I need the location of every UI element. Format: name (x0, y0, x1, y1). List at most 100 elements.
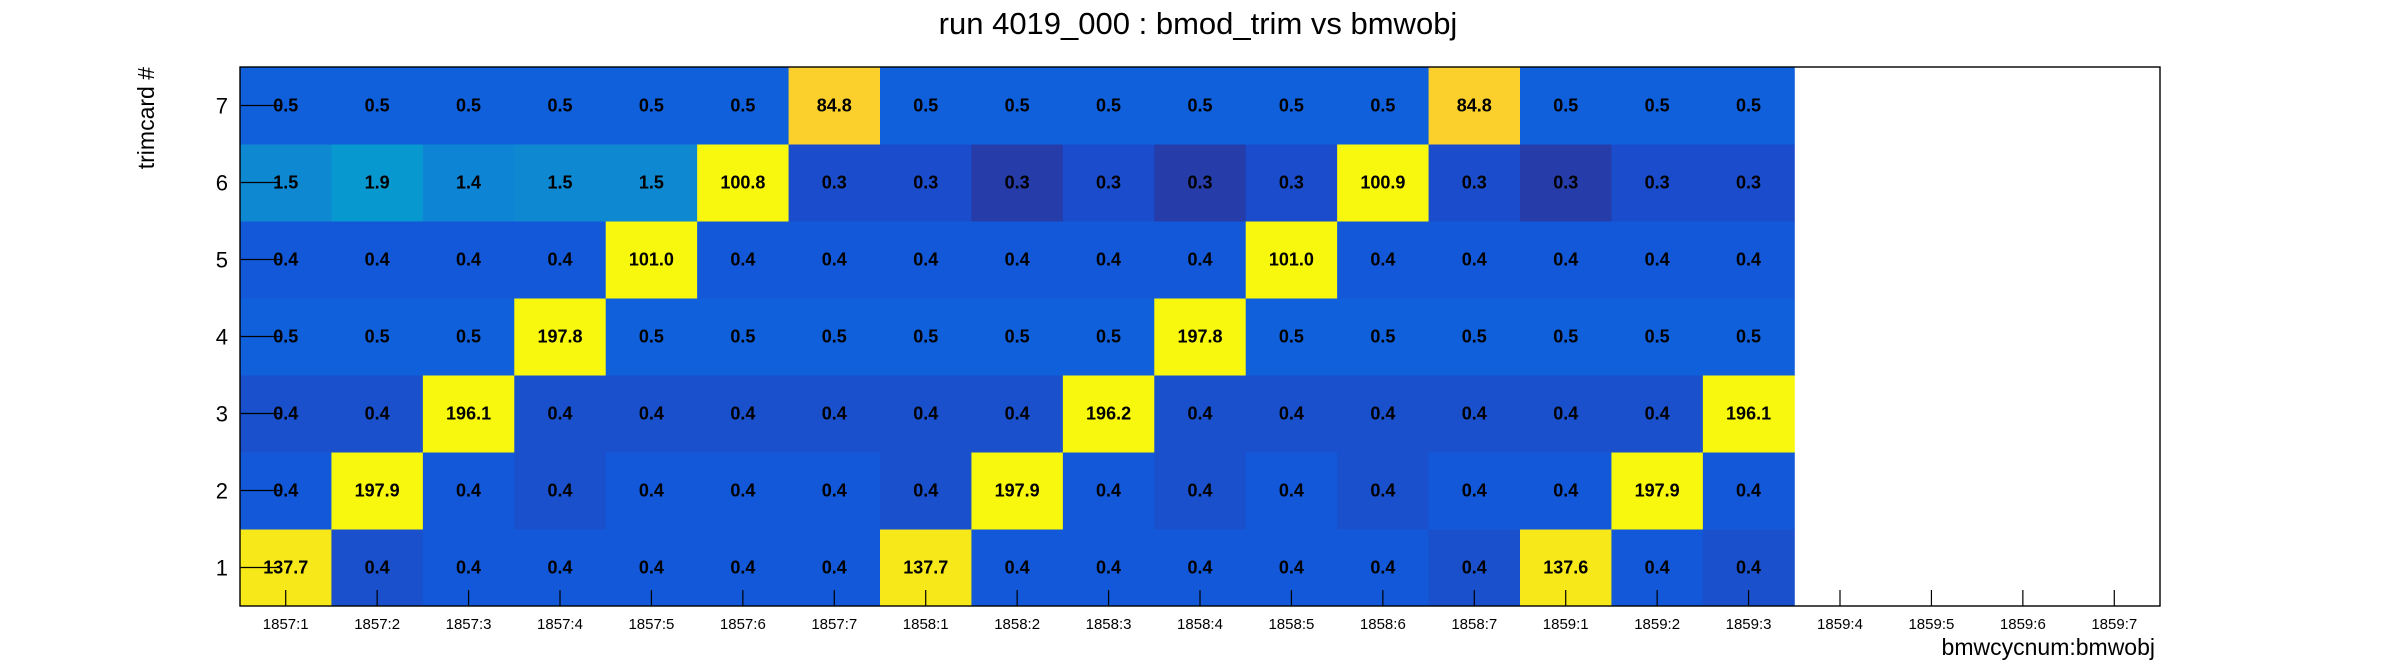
cell-value-label: 0.3 (1279, 173, 1304, 193)
cell-value-label: 84.8 (1457, 96, 1492, 116)
x-tick-label: 1857:4 (537, 616, 583, 633)
cell-value-label: 0.4 (730, 481, 755, 501)
cell-value-label: 0.5 (822, 327, 847, 347)
cell-value-label: 0.5 (273, 96, 298, 116)
cell-value-label: 0.4 (547, 558, 572, 578)
heatmap-cell (697, 298, 790, 376)
heatmap-cell (1520, 221, 1612, 299)
heatmap-cell (1702, 452, 1795, 530)
heatmap-cell (1245, 67, 1338, 145)
heatmap-cell (1337, 375, 1430, 453)
x-tick-label: 1857:7 (811, 616, 857, 633)
cell-value-label: 0.4 (1462, 481, 1487, 501)
cell-value-label: 0.4 (1370, 404, 1395, 424)
y-tick-label: 1 (216, 556, 228, 581)
y-tick-label: 5 (216, 248, 228, 273)
heatmap-cell (1337, 221, 1430, 299)
heatmap-cell (1337, 67, 1430, 145)
heatmap-cell (1428, 298, 1521, 376)
cell-value-label: 0.4 (1279, 404, 1304, 424)
heatmap-cell (697, 375, 790, 453)
cell-value-label: 0.4 (365, 250, 390, 270)
heatmap-cell (514, 144, 607, 222)
heatmap-cell (331, 452, 424, 530)
cell-value-label: 0.4 (1096, 250, 1121, 270)
cell-value-label: 196.2 (1086, 404, 1131, 424)
heatmap-cell (1702, 298, 1795, 376)
cell-value-label: 1.9 (365, 173, 390, 193)
cell-value-label: 0.4 (1553, 250, 1578, 270)
heatmap-cell (605, 298, 698, 376)
cell-value-label: 0.5 (547, 96, 572, 116)
x-tick-label: 1858:1 (903, 616, 949, 633)
cell-value-label: 0.4 (1462, 404, 1487, 424)
cell-value-label: 0.3 (1462, 173, 1487, 193)
heatmap-cell (788, 375, 881, 453)
cell-value-label: 0.4 (913, 481, 938, 501)
cell-value-label: 0.5 (1096, 96, 1121, 116)
cell-value-label: 0.5 (456, 96, 481, 116)
x-tick-label: 1857:3 (446, 616, 492, 633)
heatmap-cell (1337, 298, 1430, 376)
x-tick-label: 1858:5 (1268, 616, 1314, 633)
cell-value-label: 0.4 (365, 404, 390, 424)
x-tick-label: 1859:4 (1817, 616, 1863, 633)
heatmap-cell (1245, 298, 1338, 376)
cell-value-label: 0.4 (1005, 558, 1030, 578)
cell-value-label: 0.5 (913, 327, 938, 347)
cell-value-label: 0.5 (1553, 327, 1578, 347)
heatmap-cell (422, 298, 515, 376)
x-tick-label: 1859:7 (2091, 616, 2137, 633)
cell-value-label: 0.4 (639, 558, 664, 578)
heatmap-cell (788, 298, 881, 376)
cell-value-label: 0.5 (1736, 327, 1761, 347)
cell-value-label: 197.9 (995, 481, 1040, 501)
cell-value-label: 100.9 (1360, 173, 1405, 193)
cell-value-label: 0.5 (1096, 327, 1121, 347)
cell-value-label: 0.5 (1645, 96, 1670, 116)
heatmap-cell (880, 375, 972, 453)
heatmap-cell (971, 67, 1064, 145)
heatmap-cell (1428, 144, 1521, 222)
x-tick-label: 1858:4 (1177, 616, 1223, 633)
cell-value-label: 101.0 (1269, 250, 1314, 270)
cell-value-label: 101.0 (629, 250, 674, 270)
heatmap-cell (1611, 298, 1704, 376)
x-axis-label: bmwcycnum:bmwobj (1942, 634, 2155, 660)
cell-value-label: 0.4 (913, 250, 938, 270)
heatmap-cell (1428, 375, 1521, 453)
heatmap-cell (514, 452, 607, 530)
heatmap-cell (1611, 67, 1704, 145)
heatmap-cell (1702, 221, 1795, 299)
cell-value-label: 0.4 (1370, 481, 1395, 501)
cell-value-label: 0.4 (1187, 404, 1212, 424)
heatmap-cell (1245, 221, 1338, 299)
cell-value-label: 0.5 (1370, 327, 1395, 347)
heatmap-cell (1062, 67, 1155, 145)
cell-value-label: 0.5 (1279, 96, 1304, 116)
y-axis-label: trimcard # (133, 67, 159, 169)
heatmap-cell (788, 452, 881, 530)
heatmap-cell (422, 144, 515, 222)
y-tick-label: 2 (216, 479, 228, 504)
cell-value-label: 0.4 (547, 481, 572, 501)
cell-value-label: 0.4 (913, 404, 938, 424)
cell-value-label: 0.4 (1279, 481, 1304, 501)
cell-value-label: 0.4 (1370, 558, 1395, 578)
cell-value-label: 197.9 (1635, 481, 1680, 501)
x-tick-label: 1857:2 (354, 616, 400, 633)
heatmap-cell (1520, 452, 1612, 530)
heatmap-cell (1702, 144, 1795, 222)
heatmap-cell (605, 144, 698, 222)
x-tick-label: 1857:5 (628, 616, 674, 633)
heatmap-cell (788, 221, 881, 299)
cell-value-label: 0.5 (1187, 96, 1212, 116)
heatmap-cell (422, 452, 515, 530)
y-axis: 1 2 3 4 5 6 7 (216, 94, 280, 581)
cell-value-label: 196.1 (446, 404, 491, 424)
cell-value-label: 0.4 (730, 558, 755, 578)
cell-value-label: 0.4 (456, 481, 481, 501)
heatmap-cell (605, 221, 698, 299)
cell-value-label: 0.3 (1096, 173, 1121, 193)
cell-value-label: 84.8 (817, 96, 852, 116)
